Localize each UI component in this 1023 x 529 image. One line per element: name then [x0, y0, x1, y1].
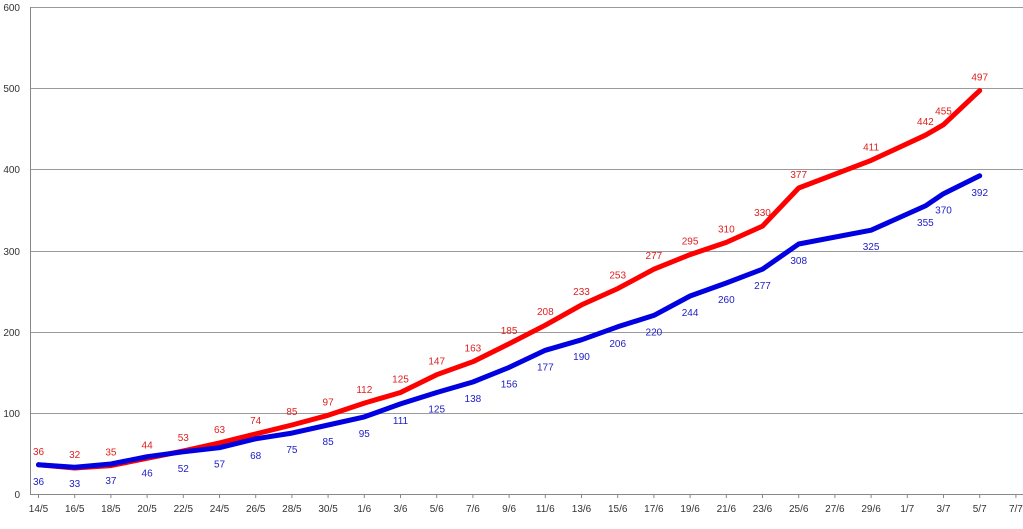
x-tick-label: 14/5 — [29, 504, 49, 515]
x-tick-label: 9/6 — [502, 504, 516, 515]
x-tick-label: 27/6 — [825, 504, 845, 515]
x-tick-label: 20/5 — [137, 504, 157, 515]
data-label: 97 — [323, 397, 335, 408]
x-tick-label: 3/6 — [394, 504, 408, 515]
x-tick-label: 15/6 — [608, 504, 628, 515]
data-label: 277 — [646, 251, 663, 262]
x-tick-label: 24/5 — [210, 504, 230, 515]
series-line-2 — [36, 173, 983, 470]
data-labels: 36 32 35 44 53 63 74 85 97 112 125 147 163 185 208 233 2… — [33, 73, 989, 491]
x-tick-label: 21/6 — [717, 504, 737, 515]
y-tick-label: 500 — [3, 84, 20, 95]
x-tick-label: 28/5 — [282, 504, 302, 515]
x-tick-label: 16/5 — [65, 504, 85, 515]
x-tick-label: 30/5 — [318, 504, 338, 515]
x-axis: 14/5 16/5 18/5 20/5 22/5 24/5 26/5 28/5 30/5 1/6 3… — [29, 494, 1023, 515]
data-label: 260 — [718, 295, 735, 306]
x-tick-label: 1/7 — [900, 504, 914, 515]
data-label: 208 — [537, 307, 554, 318]
data-label: 206 — [609, 339, 626, 350]
data-label: 125 — [392, 375, 409, 386]
data-label: 308 — [790, 256, 807, 267]
data-label: 497 — [971, 73, 988, 84]
y-tick-label: 100 — [3, 409, 20, 420]
y-tick-label: 200 — [3, 328, 20, 339]
data-label: 156 — [501, 379, 518, 390]
data-label: 74 — [250, 416, 262, 427]
x-tick-label: 3/7 — [937, 504, 951, 515]
data-label: 85 — [286, 407, 298, 418]
data-label: 392 — [971, 188, 988, 199]
x-tick-label: 5/7 — [973, 504, 987, 515]
x-tick-label: 18/5 — [101, 504, 121, 515]
y-tick-label: 0 — [14, 490, 20, 501]
data-label: 85 — [323, 437, 335, 448]
data-label: 32 — [69, 450, 81, 461]
x-tick-label: 25/6 — [789, 504, 809, 515]
data-label: 33 — [69, 479, 81, 490]
data-label: 442 — [917, 117, 934, 128]
x-tick-label: 11/6 — [536, 504, 555, 515]
data-label: 325 — [863, 242, 880, 253]
x-tick-label: 7/7 — [1009, 504, 1023, 515]
x-tick-label: 7/6 — [466, 504, 480, 515]
data-label: 57 — [214, 460, 226, 471]
data-label: 52 — [178, 464, 190, 475]
data-label: 46 — [142, 469, 154, 480]
y-tick-label: 300 — [3, 247, 20, 258]
data-label: 233 — [573, 287, 590, 298]
data-label: 68 — [250, 451, 262, 462]
data-label: 253 — [609, 271, 626, 282]
x-tick-label: 5/6 — [430, 504, 444, 515]
data-label: 53 — [178, 433, 190, 444]
data-label: 185 — [501, 326, 518, 337]
data-label: 112 — [356, 385, 372, 396]
data-label: 411 — [863, 142, 879, 153]
data-label: 310 — [718, 224, 735, 235]
data-label: 138 — [465, 394, 482, 405]
data-label: 75 — [286, 445, 298, 456]
data-label: 147 — [428, 357, 445, 368]
x-tick-label: 1/6 — [357, 504, 371, 515]
data-label: 125 — [428, 405, 445, 416]
series-lines — [36, 88, 983, 471]
data-label: 44 — [142, 440, 154, 451]
y-tick-label: 600 — [3, 3, 20, 14]
y-axis: 0 100 200 300 400 500 600 — [3, 3, 31, 501]
series-line-1 — [36, 88, 983, 471]
data-label: 36 — [33, 477, 45, 488]
y-tick-label: 400 — [3, 165, 20, 176]
data-label: 355 — [917, 218, 934, 229]
data-label: 177 — [537, 362, 554, 373]
data-label: 63 — [214, 425, 226, 436]
x-tick-label: 29/6 — [861, 504, 881, 515]
data-label: 163 — [465, 344, 482, 355]
data-label: 370 — [935, 206, 952, 217]
data-label: 377 — [790, 170, 807, 181]
data-label: 220 — [646, 327, 663, 338]
x-tick-label: 13/6 — [572, 504, 592, 515]
data-label: 36 — [33, 447, 45, 458]
data-label: 37 — [105, 476, 117, 487]
x-tick-label: 26/5 — [246, 504, 266, 515]
x-tick-label: 19/6 — [680, 504, 700, 515]
data-label: 295 — [682, 237, 699, 248]
data-label: 111 — [393, 416, 409, 427]
data-label: 244 — [682, 308, 699, 319]
data-label: 330 — [754, 208, 771, 219]
data-label: 35 — [105, 448, 117, 459]
x-tick-label: 22/5 — [174, 504, 194, 515]
data-label: 95 — [359, 429, 371, 440]
x-tick-label: 23/6 — [753, 504, 773, 515]
data-label: 190 — [573, 352, 590, 363]
data-label: 455 — [935, 107, 952, 118]
x-tick-label: 17/6 — [644, 504, 664, 515]
data-label: 277 — [754, 281, 771, 292]
